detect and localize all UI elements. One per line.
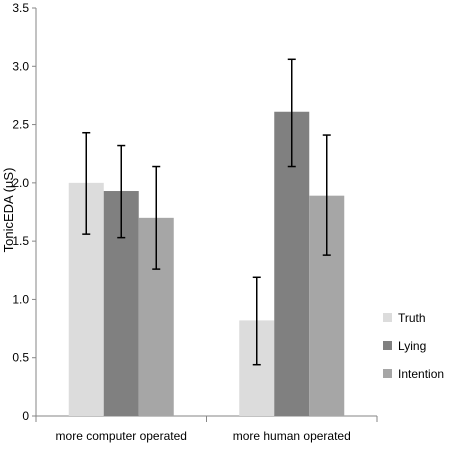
y-tick-label: 1.0 <box>12 292 29 306</box>
legend-label-intention: Intention <box>398 367 444 381</box>
y-tick-label: 2.5 <box>12 118 29 132</box>
legend-swatch-truth <box>383 313 392 322</box>
x-tick-label: more human operated <box>233 429 351 443</box>
y-tick-label: 3.0 <box>12 59 29 73</box>
y-tick-label: 0 <box>22 409 29 423</box>
y-tick-label: 3.5 <box>12 1 29 15</box>
y-axis-title-group: TonicEDA (µS) <box>1 168 16 253</box>
y-tick-label: 0.5 <box>12 351 29 365</box>
legend-label-truth: Truth <box>398 311 426 325</box>
error-bars <box>82 58 331 366</box>
y-tick-label: 2.0 <box>12 176 29 190</box>
legend-label-lying: Lying <box>398 339 426 353</box>
y-axis-title: TonicEDA (µS) <box>1 168 16 253</box>
bars <box>68 111 345 417</box>
legend-swatch-intention <box>383 369 392 378</box>
y-tick-label: 1.5 <box>12 234 29 248</box>
legend-swatch-lying <box>383 341 392 350</box>
x-tick-label: more computer operated <box>56 429 187 443</box>
legend: Truth Lying Intention <box>383 311 444 381</box>
